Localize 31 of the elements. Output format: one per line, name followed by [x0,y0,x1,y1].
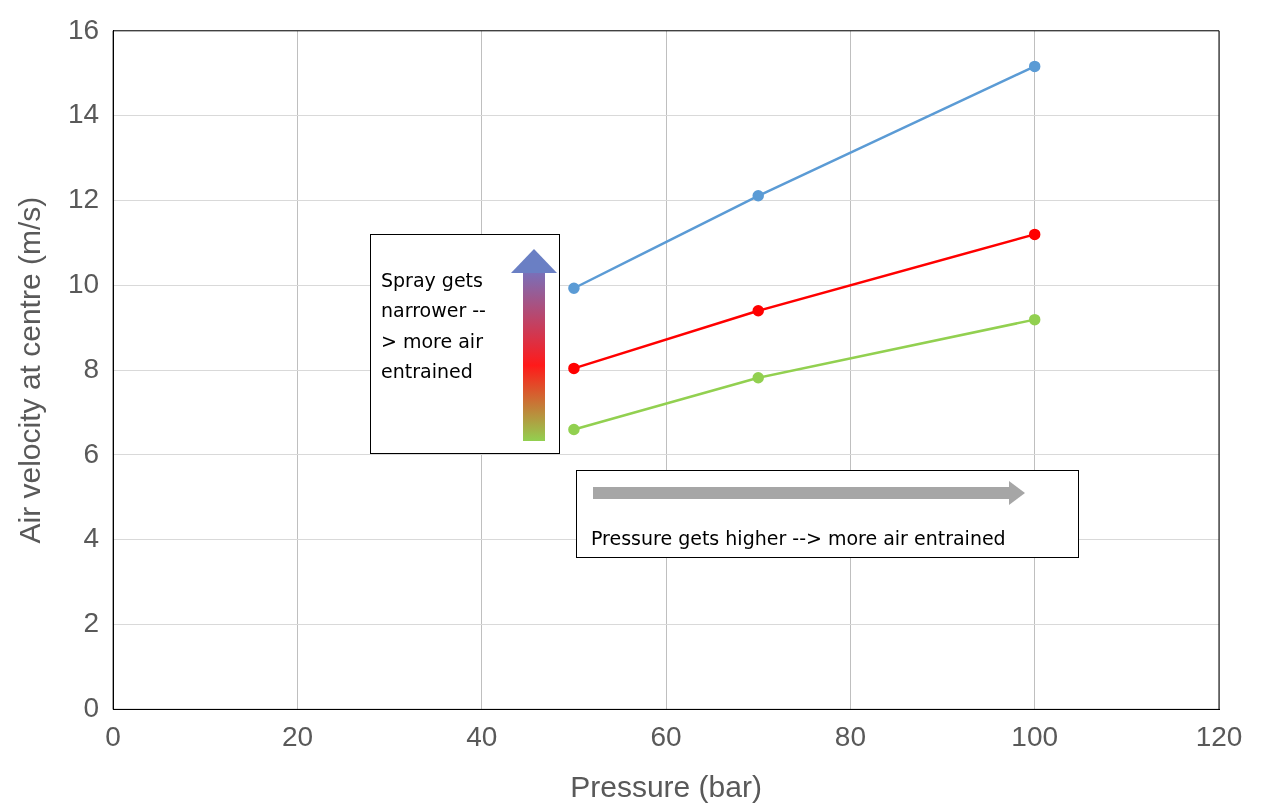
point [568,282,580,294]
point [568,423,580,436]
point [1028,60,1041,73]
x-tick-label: 60 [650,720,682,752]
y-tick-label: 6 [83,437,100,469]
x-tick-label: 120 [1195,720,1243,752]
point [752,371,764,384]
x-tick-label: 0 [105,720,121,752]
annotation: Pressure gets higher --> more air entrained [591,527,1006,549]
y-tick-label: 12 [67,183,100,215]
x-axis-title: Pressure (bar) [570,770,762,804]
y-tick-label: 16 [67,13,100,45]
x-tick-label: 40 [466,720,498,752]
y-tick-label: 0 [83,692,100,724]
x-tick-label: 80 [834,720,866,752]
text-box: Pressure gets higher --> more air entrained [576,470,1079,558]
y-tick-label: 10 [67,267,100,299]
point [1028,313,1041,326]
point [1028,228,1041,241]
x-tick-label: 20 [281,720,314,752]
point [752,304,764,317]
point [752,190,764,202]
text-box: Spray gets narrower --> more air entrained [370,234,560,454]
y-tick-label: 2 [83,607,100,639]
y-tick-label: 4 [83,522,100,554]
y-tick-label: 14 [67,98,100,130]
point [568,362,580,375]
y-axis-title: Air velocity at centre (m/s) [13,196,47,544]
x-tick-label: 100 [1011,720,1059,752]
y-tick-label: 8 [83,352,100,384]
annotation: Spray gets narrower --> more air entrained [381,268,486,385]
